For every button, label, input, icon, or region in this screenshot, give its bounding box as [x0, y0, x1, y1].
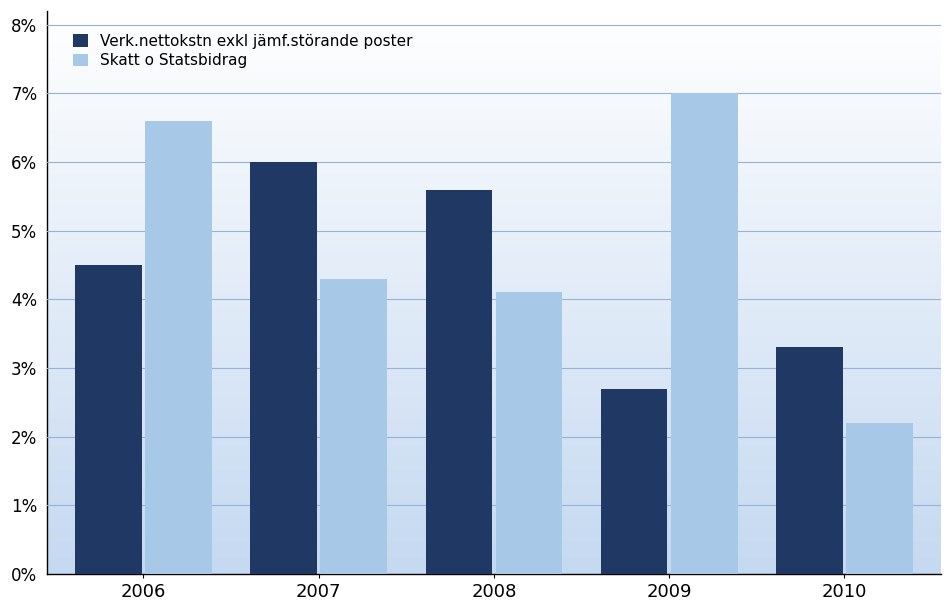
Bar — [601, 389, 667, 574]
Bar — [671, 94, 738, 574]
Bar — [146, 121, 212, 574]
Bar — [496, 293, 563, 574]
Bar — [846, 423, 913, 574]
Legend: Verk.nettokstn exkl jämf.störande poster, Skatt o Statsbidrag: Verk.nettokstn exkl jämf.störande poster… — [64, 24, 422, 77]
Bar — [250, 162, 317, 574]
Bar — [426, 190, 492, 574]
Bar — [75, 265, 142, 574]
Bar — [776, 348, 843, 574]
Bar — [321, 278, 387, 574]
